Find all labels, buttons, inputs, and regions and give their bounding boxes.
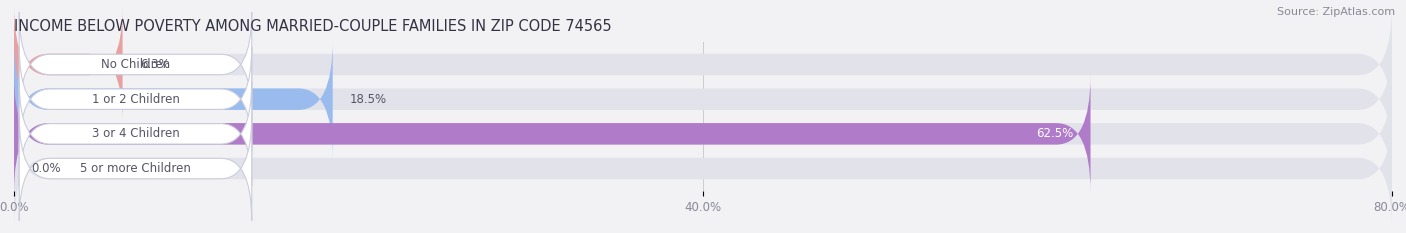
FancyBboxPatch shape (14, 75, 1392, 192)
FancyBboxPatch shape (14, 110, 1392, 227)
FancyBboxPatch shape (20, 116, 252, 221)
Text: 62.5%: 62.5% (1036, 127, 1073, 140)
FancyBboxPatch shape (14, 6, 122, 123)
Text: 18.5%: 18.5% (350, 93, 387, 106)
Text: 6.3%: 6.3% (139, 58, 170, 71)
Text: 1 or 2 Children: 1 or 2 Children (91, 93, 180, 106)
Text: 0.0%: 0.0% (31, 162, 60, 175)
Text: No Children: No Children (101, 58, 170, 71)
Text: INCOME BELOW POVERTY AMONG MARRIED-COUPLE FAMILIES IN ZIP CODE 74565: INCOME BELOW POVERTY AMONG MARRIED-COUPL… (14, 19, 612, 34)
FancyBboxPatch shape (14, 6, 1392, 123)
Text: Source: ZipAtlas.com: Source: ZipAtlas.com (1277, 7, 1395, 17)
FancyBboxPatch shape (14, 75, 1091, 192)
Text: 5 or more Children: 5 or more Children (80, 162, 191, 175)
Text: 3 or 4 Children: 3 or 4 Children (91, 127, 180, 140)
FancyBboxPatch shape (20, 47, 252, 151)
FancyBboxPatch shape (14, 41, 1392, 158)
FancyBboxPatch shape (20, 82, 252, 186)
FancyBboxPatch shape (20, 12, 252, 117)
FancyBboxPatch shape (14, 41, 333, 158)
